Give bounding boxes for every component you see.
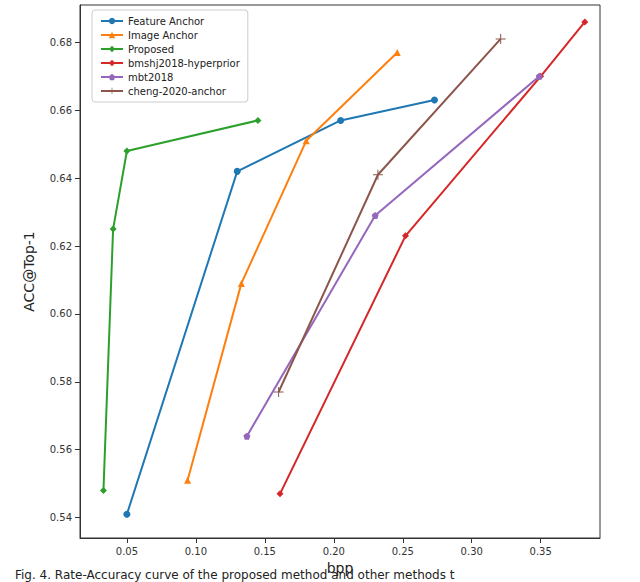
svg-text:0.64: 0.64 — [50, 173, 72, 184]
svg-text:0.58: 0.58 — [50, 376, 72, 387]
svg-text:0.25: 0.25 — [392, 546, 414, 557]
svg-text:Feature Anchor: Feature Anchor — [128, 16, 205, 27]
svg-text:0.30: 0.30 — [461, 546, 483, 557]
svg-text:0.54: 0.54 — [50, 512, 72, 523]
svg-text:0.10: 0.10 — [185, 546, 207, 557]
svg-text:bmshj2018-hyperprior: bmshj2018-hyperprior — [128, 58, 241, 69]
svg-text:Fig. 4. Rate-Accuracy curve of: Fig. 4. Rate-Accuracy curve of the propo… — [15, 568, 455, 582]
svg-text:0.35: 0.35 — [530, 546, 552, 557]
svg-text:0.66: 0.66 — [50, 105, 72, 116]
svg-text:0.20: 0.20 — [323, 546, 345, 557]
svg-text:Image Anchor: Image Anchor — [128, 30, 199, 41]
svg-text:ACC@Top-1: ACC@Top-1 — [21, 231, 37, 311]
svg-text:Proposed: Proposed — [128, 44, 174, 55]
svg-text:mbt2018: mbt2018 — [128, 72, 173, 83]
svg-text:0.68: 0.68 — [50, 37, 72, 48]
svg-text:0.56: 0.56 — [50, 444, 72, 455]
svg-text:cheng-2020-anchor: cheng-2020-anchor — [128, 86, 227, 97]
svg-text:0.15: 0.15 — [254, 546, 276, 557]
svg-text:0.62: 0.62 — [50, 241, 72, 252]
svg-text:0.05: 0.05 — [116, 546, 138, 557]
svg-text:0.60: 0.60 — [50, 308, 72, 319]
